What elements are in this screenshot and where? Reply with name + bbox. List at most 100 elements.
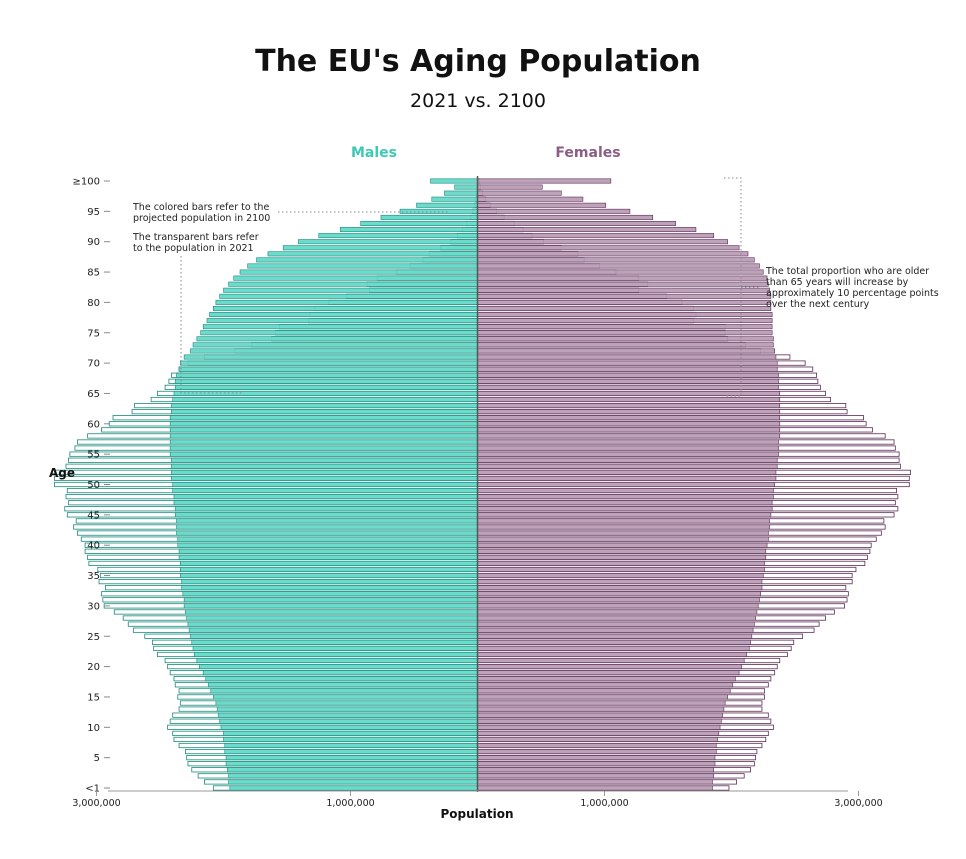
- female-bar-2100-age-5: [477, 755, 716, 761]
- male-bar-2100-age-8: [223, 736, 478, 742]
- annotation-transparent-line-1: The transparent bars refer: [132, 232, 259, 243]
- female-bar-2100-age-20: [477, 664, 742, 670]
- male-bar-2100-age-51: [171, 475, 478, 481]
- female-bar-2100-age-28: [477, 615, 756, 621]
- male-bar-2100-age-50: [172, 482, 478, 487]
- male-bar-2100-age-57: [169, 439, 478, 445]
- y-tick-label: 90: [87, 237, 100, 248]
- male-bar-2100-age-42: [176, 530, 478, 536]
- female-bar-2100-age-32: [477, 591, 762, 597]
- female-bar-2100-age-42: [477, 530, 769, 536]
- female-bar-2100-age-9: [477, 730, 720, 736]
- female-bar-2100-age-6: [477, 749, 717, 755]
- female-bar-2100-age-66: [477, 384, 779, 390]
- male-bar-2100-age-7: [224, 743, 478, 748]
- male-bar-2100-age-65: [173, 390, 478, 396]
- annotation-transparent-bars: The transparent bars refer to the popula…: [132, 232, 259, 394]
- female-bar-2100-age-27: [477, 621, 755, 627]
- female-bar-2100-age-86: [477, 263, 760, 269]
- y-tick-label: <1: [85, 784, 100, 795]
- x-axis-title: Population: [440, 807, 513, 821]
- male-bar-2100-age-10: [220, 724, 478, 730]
- female-bar-2100-age-68: [477, 372, 779, 378]
- female-bar-2100-age-98: [477, 190, 562, 196]
- female-bar-2100-age-24: [477, 639, 751, 645]
- female-bar-2100-age-53: [477, 463, 778, 469]
- male-bar-2100-age-53: [171, 463, 478, 469]
- y-tick-label: 35: [87, 571, 100, 582]
- male-bar-2100-age-62: [171, 409, 478, 415]
- y-tick-label: ≥100: [73, 177, 100, 188]
- male-bar-2100-age-13: [216, 706, 478, 712]
- x-tick-label: 3,000,000: [834, 798, 882, 809]
- annotation-colored-line-2: projected population in 2100: [133, 213, 270, 224]
- female-bar-2100-age-43: [477, 524, 770, 530]
- male-bar-2100-age-2: [228, 773, 478, 779]
- male-bar-2100-age-76: [202, 324, 478, 330]
- female-bar-2100-age-13: [477, 706, 725, 712]
- male-bar-2100-age-39: [178, 548, 478, 554]
- female-bar-2100-age-55: [477, 451, 779, 457]
- female-bar-2100-age-51: [477, 475, 777, 481]
- female-bar-2100-age-63: [477, 403, 781, 409]
- y-tick-label: 65: [87, 389, 100, 400]
- y-tick-label: 50: [87, 480, 100, 491]
- female-bar-2100-age-67: [477, 378, 779, 384]
- female-bar-2100-age-35: [477, 573, 764, 579]
- male-bar-2100-age-27: [187, 621, 478, 627]
- male-bar-2100-age-32: [182, 591, 478, 597]
- male-bar-2100-age-75: [200, 330, 478, 336]
- female-bar-2100-age-79: [477, 305, 772, 311]
- male-bar-2100-age-86: [247, 263, 478, 269]
- male-bar-2100-age-45: [174, 512, 478, 518]
- male-bar-2100-age-12: [218, 712, 478, 718]
- annotation-transparent-line-2: to the population in 2021: [133, 243, 254, 254]
- male-bar-2100-age-1: [228, 779, 478, 785]
- male-bar-2100-age-41: [177, 536, 478, 542]
- female-bar-2100-age-33: [477, 585, 763, 591]
- male-bar-2100-age-0: [229, 785, 478, 791]
- male-bar-2100-age-81: [219, 293, 478, 299]
- male-bar-2100-age-96: [416, 202, 478, 208]
- y-tick-label: 80: [87, 298, 100, 309]
- female-bar-2100-age-59: [477, 427, 781, 433]
- female-bar-2100-age-77: [477, 318, 773, 324]
- females-label: Females: [555, 145, 620, 161]
- female-bar-2100-age-44: [477, 518, 770, 524]
- male-bar-2100-age-88: [267, 251, 478, 257]
- y-tick-label: 40: [87, 541, 100, 552]
- male-bar-2100-age-5: [225, 755, 478, 761]
- male-bar-2100-age-43: [176, 524, 478, 530]
- female-bar-2100-age-52: [477, 469, 777, 475]
- female-bar-2100-age-97: [477, 196, 584, 202]
- female-bar-2100-age-14: [477, 700, 726, 706]
- x-axis-ticks: 3,000,000 1,000,000 1,000,000 3,000,000: [72, 791, 883, 809]
- female-bar-2100-age-72: [477, 348, 775, 354]
- female-bar-2100-age-21: [477, 658, 745, 664]
- male-bar-2100-age-38: [178, 554, 478, 560]
- female-bar-2100-age-92: [477, 227, 697, 233]
- female-bar-2100-age-75: [477, 330, 773, 336]
- female-bar-2100-age-88: [477, 251, 749, 257]
- female-bar-2100-age-62: [477, 409, 781, 415]
- female-bar-2100-age-65: [477, 390, 781, 396]
- female-bar-2100-age-16: [477, 688, 731, 694]
- female-bar-2100-age-22: [477, 651, 748, 657]
- female-bar-2100-age-61: [477, 415, 781, 421]
- female-bar-2100-age-10: [477, 724, 721, 730]
- y-axis-ticks: <1 5 10 15 20 25 30 35 40 45 50 55 60 65 70 75 80 85 90 95 ≥…: [73, 177, 110, 795]
- female-bar-2100-age-17: [477, 682, 734, 688]
- male-bar-2100-age-61: [169, 415, 478, 421]
- female-bar-2100-age-78: [477, 312, 773, 318]
- male-bar-2100-age-67: [174, 378, 478, 384]
- x-tick-label: 3,000,000: [72, 798, 120, 809]
- y-tick-label: 60: [87, 419, 100, 430]
- female-bar-2100-age-81: [477, 293, 772, 299]
- female-bar-2100-age-2: [477, 773, 715, 779]
- male-bar-2100-age-90: [298, 239, 478, 245]
- female-bar-2100-age-47: [477, 500, 773, 506]
- male-bar-2100-age-56: [169, 445, 478, 451]
- male-bar-2100-age-40: [177, 542, 478, 548]
- male-bar-2100-age-9: [223, 730, 478, 736]
- female-bar-2100-age-12: [477, 712, 723, 718]
